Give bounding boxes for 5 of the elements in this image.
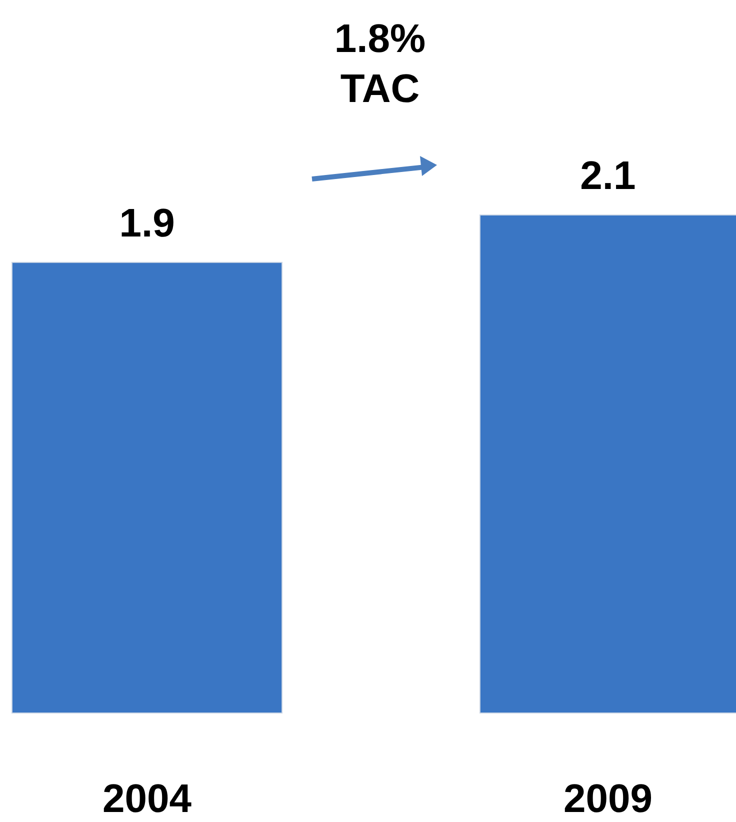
- data-label: 1.9: [119, 201, 175, 246]
- x-tick-label: 2004: [102, 777, 192, 821]
- text: 1.8% TAC: [334, 17, 426, 111]
- x-tick-label: 2009: [563, 777, 652, 821]
- data-label: 2.1: [580, 154, 636, 198]
